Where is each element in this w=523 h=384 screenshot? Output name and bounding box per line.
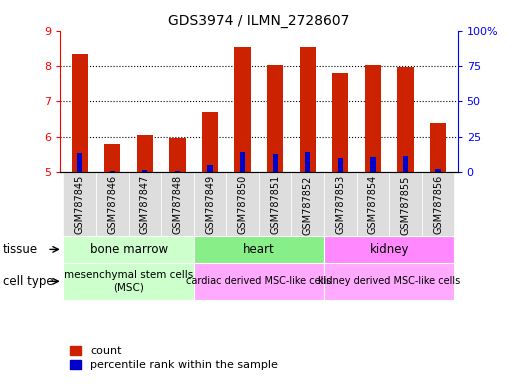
Text: GSM787848: GSM787848 xyxy=(173,175,183,234)
Legend: count, percentile rank within the sample: count, percentile rank within the sample xyxy=(66,341,282,375)
Text: GSM787850: GSM787850 xyxy=(237,175,247,234)
Bar xyxy=(324,236,454,263)
Text: mesenchymal stem cells
(MSC): mesenchymal stem cells (MSC) xyxy=(64,270,193,292)
Text: GSM787855: GSM787855 xyxy=(401,175,411,235)
Bar xyxy=(365,65,381,172)
Bar xyxy=(324,172,357,236)
Text: GSM787849: GSM787849 xyxy=(205,175,215,234)
Text: cardiac derived MSC-like cells: cardiac derived MSC-like cells xyxy=(186,276,332,286)
Bar xyxy=(389,172,422,236)
Text: kidney: kidney xyxy=(369,243,409,256)
Bar xyxy=(169,138,186,172)
Text: GSM787852: GSM787852 xyxy=(303,175,313,235)
Bar xyxy=(436,169,441,172)
Bar xyxy=(142,170,147,172)
Bar xyxy=(208,165,213,172)
Bar xyxy=(175,171,180,172)
Bar xyxy=(63,263,194,300)
Text: GSM787853: GSM787853 xyxy=(335,175,345,234)
Text: kidney derived MSC-like cells: kidney derived MSC-like cells xyxy=(318,276,460,286)
Text: GSM787847: GSM787847 xyxy=(140,175,150,234)
Bar xyxy=(267,65,283,172)
Bar xyxy=(137,135,153,172)
Bar xyxy=(63,172,96,236)
Text: GSM787851: GSM787851 xyxy=(270,175,280,234)
Bar xyxy=(161,172,194,236)
Bar xyxy=(403,156,408,172)
Bar xyxy=(332,73,348,172)
Text: GSM787845: GSM787845 xyxy=(75,175,85,234)
Bar xyxy=(300,46,316,172)
Bar xyxy=(194,263,324,300)
Bar xyxy=(422,172,454,236)
Bar xyxy=(96,172,129,236)
Bar xyxy=(129,172,161,236)
Bar xyxy=(370,157,376,172)
Text: heart: heart xyxy=(243,243,275,256)
Bar xyxy=(259,172,291,236)
Bar xyxy=(324,263,454,300)
Text: cell type: cell type xyxy=(3,275,53,288)
Text: bone marrow: bone marrow xyxy=(89,243,168,256)
Bar xyxy=(202,112,218,172)
Bar xyxy=(357,172,389,236)
Bar xyxy=(110,171,115,172)
Title: GDS3974 / ILMN_2728607: GDS3974 / ILMN_2728607 xyxy=(168,14,349,28)
Bar xyxy=(397,67,414,172)
Bar xyxy=(272,154,278,172)
Bar xyxy=(194,172,226,236)
Bar xyxy=(72,54,88,172)
Bar xyxy=(234,46,251,172)
Bar xyxy=(226,172,259,236)
Bar xyxy=(63,236,194,263)
Text: GSM787856: GSM787856 xyxy=(433,175,443,234)
Text: GSM787854: GSM787854 xyxy=(368,175,378,234)
Bar xyxy=(194,236,324,263)
Bar xyxy=(240,152,245,172)
Bar xyxy=(291,172,324,236)
Bar xyxy=(77,152,82,172)
Bar xyxy=(305,152,310,172)
Bar xyxy=(430,123,446,172)
Bar xyxy=(338,158,343,172)
Text: tissue: tissue xyxy=(3,243,38,256)
Text: GSM787846: GSM787846 xyxy=(107,175,117,234)
Bar xyxy=(104,144,120,172)
